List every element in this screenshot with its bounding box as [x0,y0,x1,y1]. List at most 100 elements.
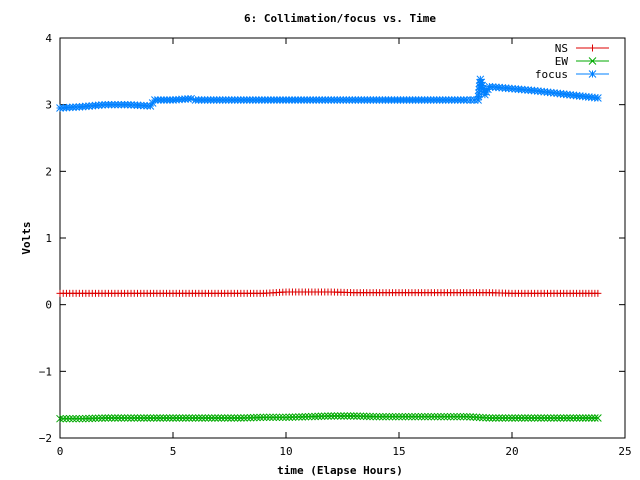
series-ew [56,412,602,423]
data-point [133,414,142,422]
legend-entry-focus: focus [535,68,609,81]
data-point [395,412,403,421]
data-point [130,414,139,422]
data-point [475,413,484,422]
data-point [282,413,290,422]
y-tick-label: 3 [45,99,52,112]
data-point [540,414,549,422]
data-point [382,412,390,421]
data-point [569,414,578,422]
data-point [285,413,294,422]
data-point [443,412,452,421]
data-point [224,414,232,422]
data-point [246,413,255,422]
data-point [149,414,158,422]
legend-marker [588,57,597,65]
data-point [356,412,365,421]
data-point [81,414,90,423]
data-point [533,414,542,422]
data-point [156,414,164,422]
data-point [388,412,397,421]
data-point [278,413,287,422]
data-point [482,413,491,422]
data-point [233,414,242,422]
data-point [259,413,268,422]
legend-entry-ns: NS [555,42,609,55]
data-point [417,412,426,421]
x-tick-label: 10 [279,445,292,458]
x-tick-label: 20 [505,445,518,458]
data-point [262,413,271,422]
data-point [65,414,74,423]
data-point [140,414,148,422]
legend-marker [588,70,597,78]
data-point [587,414,596,422]
data-point [104,414,113,422]
y-tick-label: −2 [39,432,52,445]
data-point [566,414,574,422]
data-point [275,413,284,422]
x-tick-label: 0 [57,445,64,458]
data-point [191,414,200,422]
data-point [214,414,223,422]
data-point [72,414,80,423]
data-point [304,412,313,421]
data-point [479,413,487,422]
data-point [220,414,229,422]
data-point [433,412,442,421]
legend-marker [589,44,596,52]
data-point [556,414,565,422]
data-point [143,414,152,422]
data-point [311,412,319,421]
series-layer [56,75,602,423]
data-point [117,414,126,422]
data-point [85,414,93,423]
data-point [594,289,602,297]
data-point [472,413,481,422]
data-point [159,414,168,422]
data-point [272,413,281,422]
data-point [307,412,316,421]
data-point [169,414,177,422]
legend-label: EW [555,55,569,68]
data-point [369,412,378,421]
y-tick-label: 2 [45,165,52,178]
data-point [59,414,68,423]
data-point [584,414,593,422]
data-point [107,414,116,422]
data-point [408,412,416,421]
data-point [62,414,71,423]
data-point [430,412,439,421]
data-point [340,412,348,420]
x-axis-label: time (Elapse Hours) [277,464,403,477]
data-point [385,412,394,421]
data-point [172,414,181,422]
data-point [136,414,145,422]
data-point [198,414,206,422]
data-point [236,414,245,422]
x-tick-label: 5 [170,445,177,458]
data-point [581,414,590,422]
data-point [91,414,100,423]
data-point [563,414,571,422]
data-point [88,414,97,423]
data-point [320,412,329,421]
series-ns [56,288,602,297]
data-point [249,413,258,422]
data-point [101,414,110,422]
data-point [165,414,174,422]
data-point [343,412,352,420]
data-point [559,414,568,422]
data-point [295,413,303,421]
data-point [127,414,135,422]
data-point [253,413,261,422]
data-point [379,412,387,421]
data-point [98,414,106,422]
data-point [501,414,510,422]
data-point [349,412,358,420]
data-point [485,414,494,422]
data-point [227,414,235,422]
x-tick-label: 15 [392,445,405,458]
data-point [508,414,516,422]
